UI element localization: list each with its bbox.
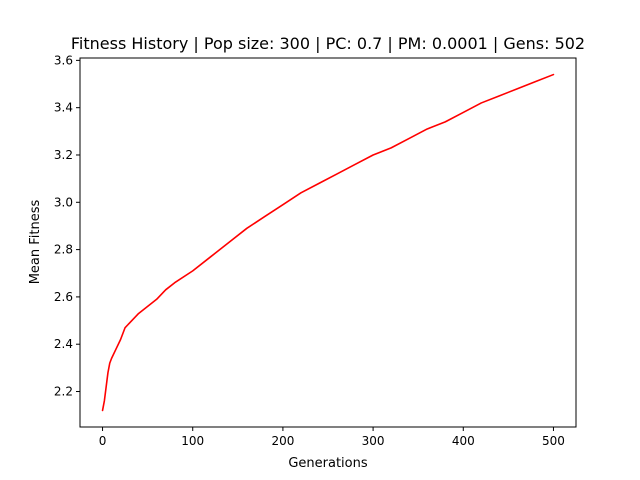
x-axis-label: Generations [288,456,368,471]
plot-frame [79,57,577,428]
x-tick-label: 300 [362,434,385,448]
y-tick-label: 3.6 [54,53,73,67]
x-tick-label: 500 [542,434,565,448]
y-axis-label: Mean Fitness [28,199,43,284]
x-tick-label: 400 [452,434,475,448]
y-tick-label: 3.4 [54,101,73,115]
y-tick-label: 2.2 [54,385,73,399]
series-line-0 [101,73,555,412]
x-tick-label: 200 [271,434,294,448]
plot-area [101,73,555,412]
y-tick-label: 3.0 [54,195,73,209]
y-tick-label: 2.4 [54,337,73,351]
x-tick-label: 0 [99,434,107,448]
x-axis: 0 100 200 300 400 500 [99,427,565,448]
y-tick-label: 3.2 [54,148,73,162]
x-tick-label: 100 [181,434,204,448]
y-tick-label: 2.8 [54,243,73,257]
y-axis: 2.2 2.4 2.6 2.8 3.0 3.2 3.4 3.6 [54,53,80,399]
chart-title: Fitness History | Pop size: 300 | PC: 0.… [71,34,585,53]
y-tick-label: 2.6 [54,290,73,304]
